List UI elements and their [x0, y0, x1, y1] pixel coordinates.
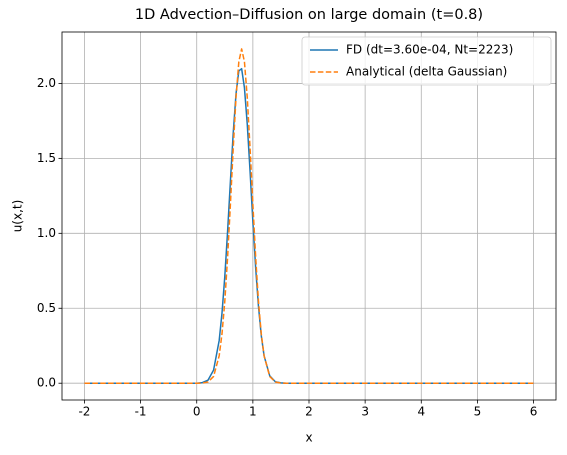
legend-label: Analytical (delta Gaussian) [346, 65, 507, 79]
x-tick-label: 6 [530, 405, 538, 419]
x-tick-label: 1 [249, 405, 257, 419]
y-tick-label: 2.0 [37, 76, 56, 90]
series-line [84, 48, 534, 384]
x-tick-label: -1 [135, 405, 147, 419]
legend-label: FD (dt=3.60e-04, Nt=2223) [346, 43, 513, 57]
y-tick-label: 0.0 [37, 376, 56, 390]
x-tick-label: 2 [305, 405, 313, 419]
x-axis-label: x [305, 431, 312, 445]
x-tick-label: 3 [361, 405, 369, 419]
chart-title: 1D Advection–Diffusion on large domain (… [135, 7, 483, 23]
x-tick-label: 0 [193, 405, 201, 419]
plot-frame [61, 31, 557, 401]
x-tick-label: 4 [417, 405, 425, 419]
y-tick-label: 0.5 [37, 301, 56, 315]
y-tick-label: 1.0 [37, 226, 56, 240]
x-tick-label: 5 [474, 405, 482, 419]
x-tick-label: -2 [78, 405, 90, 419]
y-tick-label: 1.5 [37, 151, 56, 165]
y-axis-label: u(x,t) [11, 200, 25, 233]
legend-box [301, 36, 552, 86]
